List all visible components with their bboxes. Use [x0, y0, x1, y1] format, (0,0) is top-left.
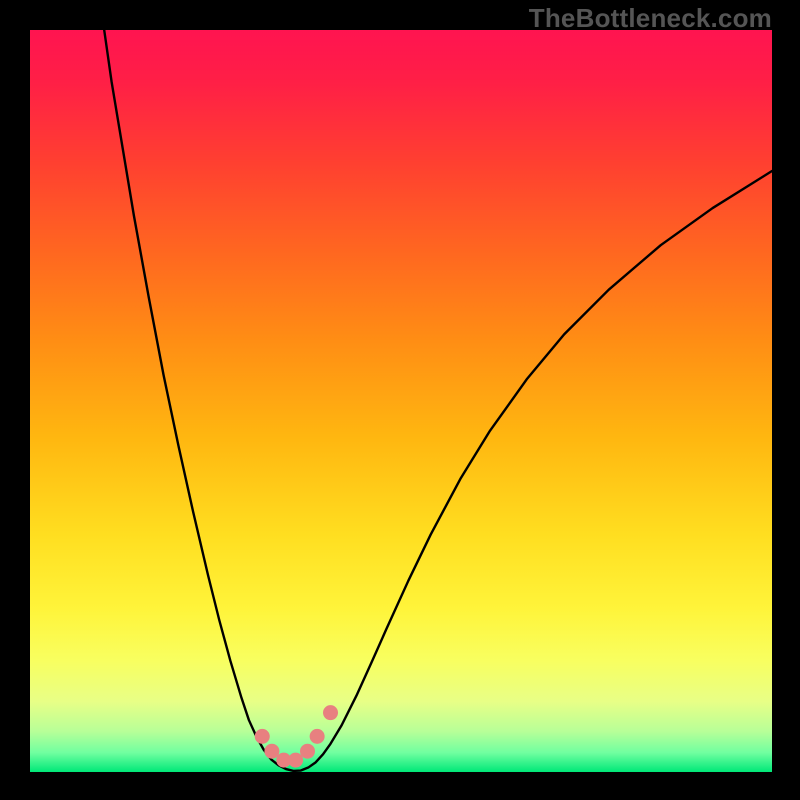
bottleneck-curve	[104, 30, 772, 771]
cusp-marker	[310, 729, 325, 744]
cusp-marker	[255, 729, 270, 744]
cusp-marker	[300, 744, 315, 759]
watermark-text: TheBottleneck.com	[529, 3, 772, 34]
stage: TheBottleneck.com	[0, 0, 800, 800]
cusp-marker	[264, 744, 279, 759]
cusp-marker	[288, 753, 303, 768]
chart-svg	[30, 30, 772, 772]
plot-area	[30, 30, 772, 772]
cusp-marker	[323, 705, 338, 720]
